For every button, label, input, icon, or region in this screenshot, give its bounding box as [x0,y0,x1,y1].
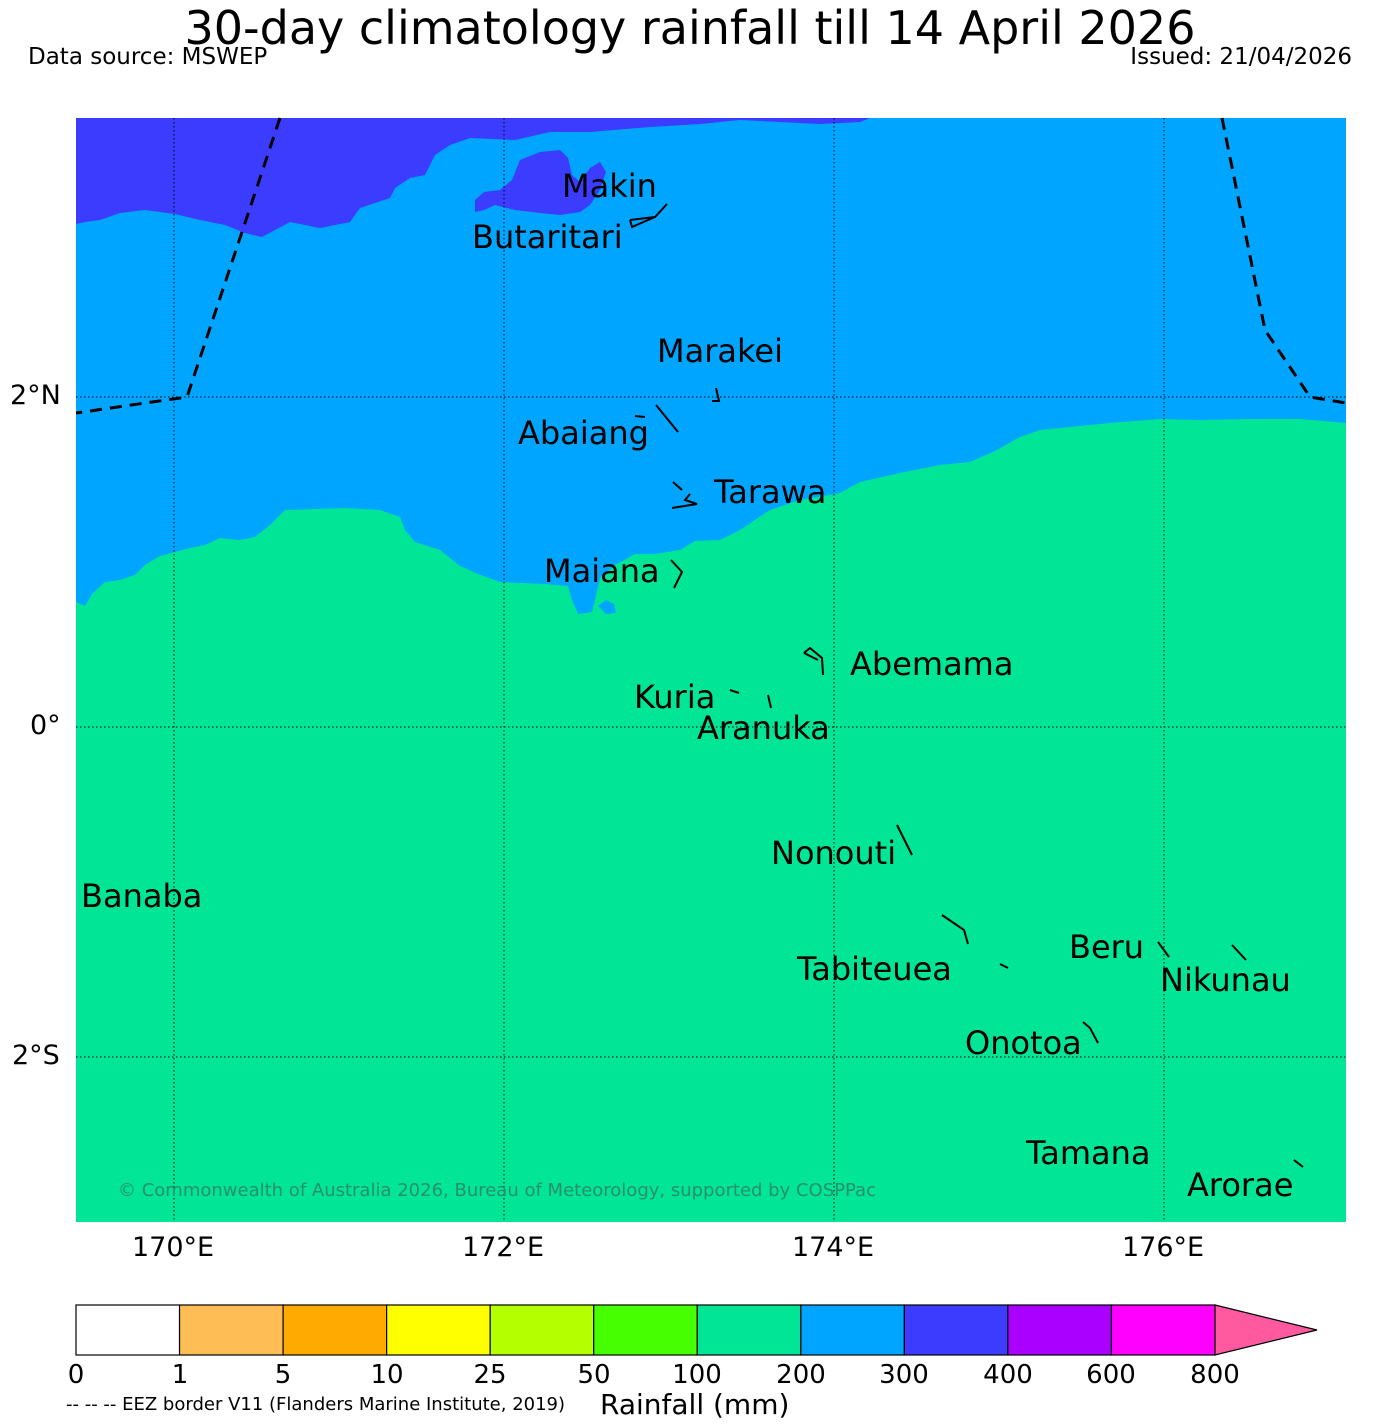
lon-tick-174: 174°E [792,1232,875,1263]
nonouti-outline [896,824,913,856]
place-label-abemama: Abemama [850,645,1014,683]
rainfall-band-300-400-lobe [475,150,606,215]
colorbar-label: 100 [672,1360,722,1390]
colorbar-label: 1 [171,1360,189,1390]
colorbar-title: Rainfall (mm) [600,1388,790,1421]
lon-tick-170: 170°E [132,1232,215,1263]
rainfall-band-200-300-blob [598,600,616,614]
place-label-beru: Beru [1069,928,1145,966]
abemama-outline [803,646,824,676]
colorbar-segment [386,1304,491,1356]
place-label-tamana: Tamana [1026,1134,1151,1172]
colorbar-segment [75,1304,181,1356]
data-source-label: Data source: MSWEP [28,44,268,70]
kuria-outline [729,689,740,694]
place-label-tarawa: Tarawa [714,473,827,511]
place-label-nikunau: Nikunau [1160,961,1291,999]
colorbar [75,1304,1318,1356]
colorbar-label: 50 [577,1360,611,1390]
rainfall-band-300-400 [76,118,870,237]
tabiteuea-outline [941,914,969,945]
colorbar-label: 600 [1086,1360,1136,1390]
abaiang-outline [634,404,679,433]
colorbar-label: 200 [776,1360,826,1390]
colorbar-extend-arrow [1214,1304,1318,1356]
colorbar-label: 300 [879,1360,929,1390]
island-outlines [629,203,1304,1168]
colorbar-segment [903,1304,1009,1356]
maiana-outline [670,559,684,589]
colorbar-label: 800 [1190,1360,1240,1390]
lat-tick-0: 0° [30,710,61,741]
aranuka-outline [767,694,772,709]
colorbar-segment [593,1304,698,1356]
place-label-nonouti: Nonouti [771,834,897,872]
eez-legend-note: -- -- -- EEZ border V11 (Flanders Marine… [66,1394,566,1415]
rainfall-band-200-300 [76,118,1346,614]
colorbar-segment [489,1304,595,1356]
place-label-kuria: Kuria [634,678,716,716]
graticule [76,118,1346,1222]
place-label-arorae: Arorae [1187,1166,1294,1204]
place-label-aranuka: Aranuka [697,709,830,747]
colorbar-label: 10 [370,1360,404,1390]
place-label-maiana: Maiana [544,552,660,590]
colorbar-segment [282,1304,388,1356]
arorae-outline [1293,1159,1304,1168]
tabiteuea-south-outline [999,963,1009,969]
place-label-abaiang: Abaiang [518,414,649,452]
eez-border [75,117,1347,415]
issued-date-label: Issued: 21/04/2026 [1130,44,1352,70]
colorbar-segment [178,1304,284,1356]
place-label-banaba: Banaba [81,877,203,915]
nikunau-outline [1231,944,1247,961]
marakei-outline [712,387,721,402]
beru-outline [1157,941,1170,958]
colorbar-label: 0 [67,1360,85,1390]
colorbar-segment [1007,1304,1113,1356]
colorbar-label: 400 [983,1360,1033,1390]
place-label-marakei: Marakei [657,332,783,370]
map-title: 30-day climatology rainfall till 14 Apri… [184,1,1196,55]
place-label-butaritari: Butaritari [472,218,623,256]
colorbar-label: 5 [274,1360,292,1390]
colorbar-segment [800,1304,905,1356]
place-label-makin: Makin [562,167,657,205]
colorbar-label: 25 [473,1360,507,1390]
colorbar-segment [696,1304,802,1356]
copyright-notice: © Commonwealth of Australia 2026, Bureau… [118,1180,876,1201]
lon-tick-172: 172°E [462,1232,545,1263]
place-label-onotoa: Onotoa [965,1024,1082,1062]
lat-tick-2n: 2°N [10,380,61,411]
butaritari-outline [629,203,668,229]
lon-tick-176: 176°E [1122,1232,1205,1263]
place-label-tabiteuea: Tabiteuea [797,950,952,988]
colorbar-segment [1110,1304,1216,1356]
onotoa-outline [1082,1021,1099,1044]
tarawa-outline [671,481,698,509]
lat-tick-2s: 2°S [12,1040,60,1071]
